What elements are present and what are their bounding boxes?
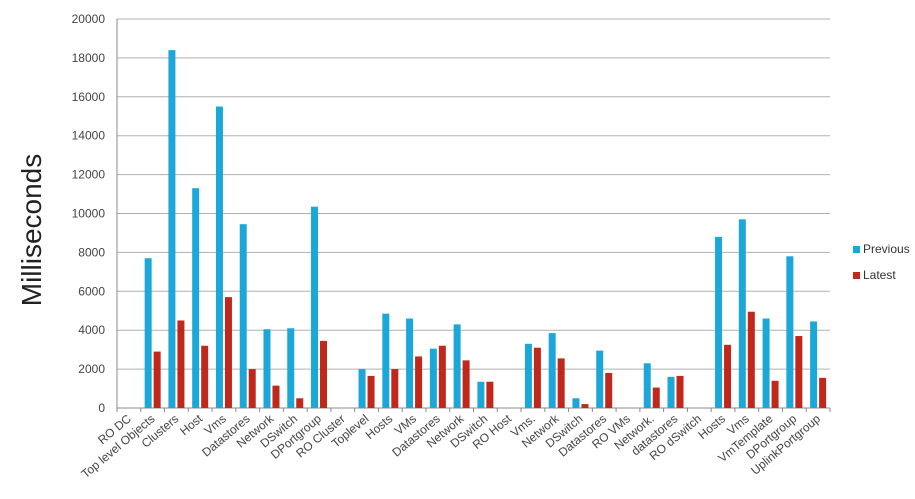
bar-latest-29	[819, 377, 827, 408]
bar-previous-13	[429, 348, 437, 408]
bar-latest-2	[177, 320, 185, 408]
y-tick-label: 8000	[78, 245, 105, 259]
bar-latest-23	[676, 375, 684, 408]
bar-latest-8	[320, 340, 328, 408]
bar-previous-11	[382, 313, 390, 408]
bar-latest-28	[795, 336, 803, 408]
bar-latest-15	[486, 381, 494, 408]
bar-previous-25	[715, 236, 723, 408]
y-tick-label: 6000	[78, 284, 105, 298]
bar-latest-22	[652, 387, 660, 408]
y-tick-label: 4000	[78, 323, 105, 337]
bar-latest-10	[367, 375, 375, 408]
y-axis-label: Milliseconds	[12, 150, 52, 310]
bar-latest-19	[581, 404, 589, 408]
y-tick-label: 18000	[72, 51, 106, 65]
y-tick-label: 2000	[78, 362, 105, 376]
bar-previous-20	[596, 350, 604, 408]
bar-latest-3	[201, 345, 209, 408]
bar-previous-22	[643, 363, 651, 408]
legend: Previous Latest	[853, 236, 910, 288]
bar-previous-19	[572, 398, 580, 408]
bar-previous-10	[358, 369, 366, 408]
bar-latest-27	[771, 380, 779, 408]
bar-previous-17	[524, 343, 532, 408]
bar-previous-14	[453, 324, 461, 408]
bar-previous-4	[215, 106, 223, 409]
bar-latest-1	[153, 351, 161, 408]
bar-previous-27	[762, 318, 770, 408]
bar-previous-29	[810, 321, 818, 408]
bar-latest-6	[272, 385, 280, 408]
legend-label-previous: Previous	[863, 242, 910, 256]
bar-latest-20	[605, 372, 613, 408]
bar-latest-25	[724, 344, 732, 408]
y-tick-label: 0	[98, 401, 105, 415]
bar-latest-18	[557, 358, 565, 408]
bar-previous-26	[738, 219, 746, 408]
bar-previous-15	[477, 381, 485, 408]
y-tick-label: 14000	[72, 129, 106, 143]
legend-label-latest: Latest	[863, 268, 896, 282]
legend-item-previous: Previous	[853, 236, 910, 262]
bar-previous-2	[168, 50, 176, 409]
bar-previous-23	[667, 376, 675, 408]
legend-swatch-latest	[853, 271, 860, 279]
bar-previous-7	[287, 328, 295, 408]
bar-latest-17	[533, 347, 541, 408]
legend-item-latest: Latest	[853, 262, 910, 288]
bar-previous-18	[548, 333, 556, 408]
y-tick-label: 10000	[72, 207, 106, 221]
bar-latest-5	[248, 369, 256, 408]
bar-latest-12	[415, 356, 423, 408]
bar-previous-12	[406, 318, 414, 408]
bar-latest-11	[391, 369, 399, 408]
y-tick-label: 20000	[72, 12, 106, 26]
bar-latest-26	[747, 311, 755, 408]
bar-previous-28	[786, 256, 794, 408]
bar-latest-7	[296, 398, 304, 408]
x-tick-label: Host	[177, 411, 205, 438]
bar-latest-4	[224, 297, 232, 408]
bar-previous-1	[144, 258, 152, 408]
bar-latest-13	[438, 345, 446, 408]
bar-latest-14	[462, 360, 470, 408]
bar-previous-5	[239, 224, 247, 408]
y-tick-label: 12000	[72, 168, 106, 182]
legend-swatch-previous	[853, 245, 860, 253]
y-axis-label-text: Milliseconds	[16, 153, 47, 307]
bar-previous-8	[311, 206, 319, 408]
bar-previous-3	[192, 188, 200, 408]
bar-previous-6	[263, 329, 271, 408]
y-tick-label: 16000	[72, 90, 106, 104]
